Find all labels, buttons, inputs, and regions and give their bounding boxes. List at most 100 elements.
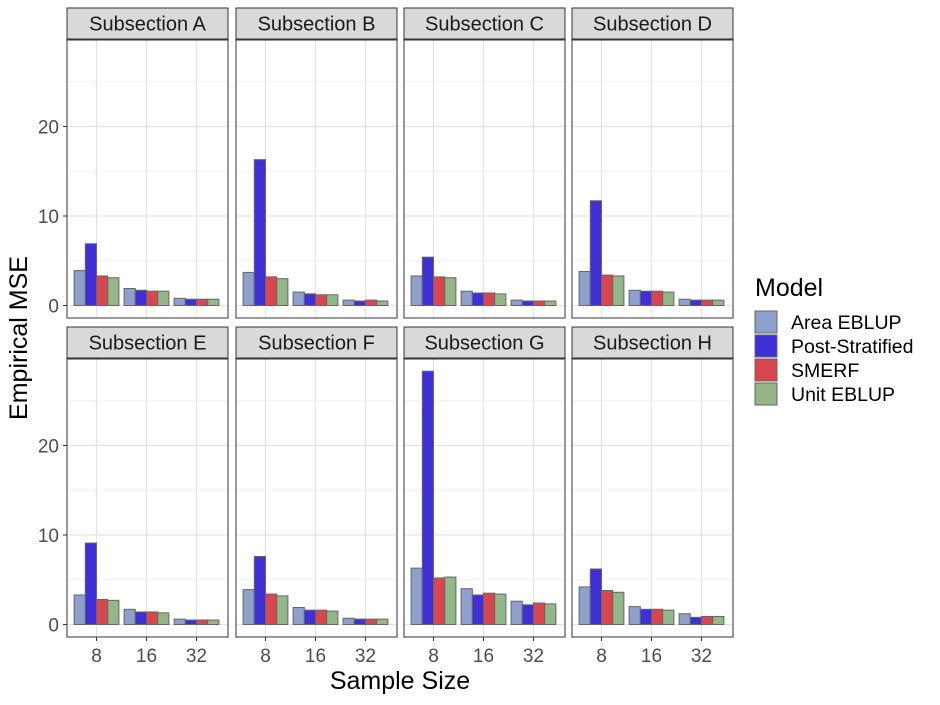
bar-unit-eblup [662, 291, 675, 307]
y-axis-title: Empirical MSE [5, 256, 33, 420]
panel-strip-title: Subsection H [593, 333, 712, 355]
bar-smerf [365, 618, 378, 626]
panel-strip-title: Subsection C [425, 14, 544, 36]
bar-post-stratified [471, 594, 484, 626]
bar-area-eblup [410, 275, 423, 306]
bar-post-stratified [421, 370, 434, 625]
bar-unit-eblup [612, 591, 625, 626]
bar-post-stratified [589, 568, 602, 626]
bar-smerf [365, 299, 378, 307]
panel-strip [66, 326, 229, 359]
panel-strip [571, 326, 734, 359]
bar-unit-eblup [376, 300, 389, 306]
bar-smerf [601, 274, 614, 307]
panel-strip [571, 7, 734, 40]
bar-area-eblup [678, 613, 691, 626]
panel-strip-title: Subsection A [89, 14, 206, 36]
bar-area-eblup [292, 291, 305, 307]
panel-strip [66, 7, 229, 40]
bar-smerf [196, 619, 209, 626]
panel-subsection-g: Subsection G [403, 326, 566, 638]
bar-smerf [96, 275, 109, 306]
bar-smerf [533, 602, 546, 626]
legend-label: Area EBLUP [791, 312, 902, 334]
bar-post-stratified [84, 243, 98, 306]
y-tick-label: 0 [48, 616, 59, 637]
panel-subsection-f: Subsection F [235, 326, 398, 638]
bar-post-stratified [639, 290, 652, 306]
bar-unit-eblup [276, 595, 289, 625]
y-tick-label: 20 [38, 118, 59, 139]
bar-post-stratified [471, 292, 484, 307]
panel-strip [235, 7, 398, 40]
bar-unit-eblup [207, 298, 220, 306]
bar-area-eblup [628, 606, 641, 625]
bar-smerf [315, 609, 328, 625]
bar-smerf [265, 276, 278, 306]
panel-strip-title: Subsection D [593, 14, 712, 36]
bar-unit-eblup [444, 576, 457, 626]
bar-unit-eblup [662, 609, 675, 625]
bar-smerf [651, 290, 664, 306]
x-tick-label: 32 [523, 646, 544, 667]
legend: Model Area EBLUPPost-StratifiedSMERFUnit … [754, 274, 913, 406]
bar-unit-eblup [107, 277, 120, 307]
bar-post-stratified [184, 298, 198, 306]
bar-post-stratified [84, 542, 98, 625]
bar-area-eblup [123, 287, 136, 306]
legend-key-post-stratified [754, 334, 778, 358]
panel-border [403, 39, 566, 319]
panel-subsection-c: Subsection C [403, 7, 566, 319]
bar-area-eblup [460, 290, 473, 306]
y-tick-label: 10 [38, 207, 59, 228]
bar-area-eblup [678, 298, 691, 306]
x-tick-label: 8 [596, 646, 607, 667]
x-tick-label: 8 [91, 646, 102, 667]
bar-area-eblup [242, 589, 255, 625]
panel-strip [403, 326, 566, 359]
bar-smerf [433, 577, 446, 626]
bar-unit-eblup [326, 610, 339, 626]
bar-area-eblup [460, 588, 473, 626]
panel-border [403, 358, 566, 638]
bar-area-eblup [342, 299, 355, 307]
panel-strip [235, 326, 398, 359]
bar-unit-eblup [494, 293, 507, 306]
bar-smerf [483, 292, 496, 307]
x-tick-label: 16 [136, 646, 157, 667]
legend-key-area-eblup [754, 310, 778, 334]
legend-label: Unit EBLUP [791, 384, 895, 406]
bar-unit-eblup [326, 294, 339, 307]
bar-post-stratified [353, 618, 366, 626]
bar-unit-eblup [444, 277, 457, 307]
x-tick-label: 16 [641, 646, 662, 667]
bar-unit-eblup [612, 275, 625, 306]
bar-unit-eblup [276, 278, 289, 306]
bar-area-eblup [578, 270, 591, 306]
bar-unit-eblup [712, 615, 725, 626]
panel-border [235, 358, 398, 638]
legend-key-unit-eblup [754, 382, 778, 406]
bar-post-stratified [303, 293, 316, 306]
bar-smerf [483, 592, 496, 625]
x-tick-label: 32 [691, 646, 712, 667]
bar-smerf [433, 276, 446, 306]
x-axis-title: Sample Size [330, 667, 470, 695]
bar-smerf [533, 300, 546, 306]
bar-unit-eblup [107, 599, 120, 626]
bar-unit-eblup [494, 593, 507, 626]
legend-title: Model [755, 274, 823, 302]
legend-label: Post-Stratified [791, 336, 913, 358]
panel-subsection-b: Subsection B [235, 7, 398, 319]
x-tick-label: 8 [428, 646, 439, 667]
bar-area-eblup [123, 608, 136, 625]
panel-strip-title: Subsection E [89, 333, 207, 355]
x-tick-label: 32 [186, 646, 207, 667]
panel-strip-title: Subsection G [424, 333, 544, 355]
bar-smerf [651, 608, 664, 625]
x-tick-label: 16 [473, 646, 494, 667]
bar-smerf [146, 290, 159, 306]
bar-post-stratified [253, 159, 267, 306]
